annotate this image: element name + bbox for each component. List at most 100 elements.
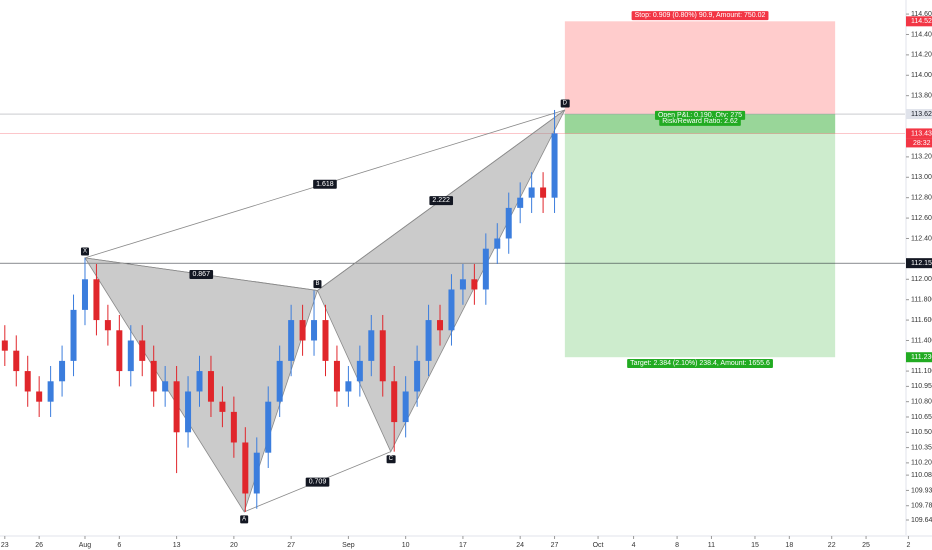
stop-label: Stop: 0.909 (0.80%) 90.9, Amount: 750.02 — [635, 12, 766, 19]
candle-body — [425, 320, 432, 361]
countdown-box — [906, 138, 932, 148]
label-box — [240, 515, 249, 524]
x-tick-label: 26 — [35, 542, 43, 549]
candle-body — [59, 360, 66, 382]
y-tick-label: 113.200 — [911, 154, 932, 161]
candle-body — [471, 279, 478, 290]
price-tag-label: 111.236 — [911, 354, 932, 361]
y-tick-label: 111.100 — [911, 368, 932, 375]
candle-body — [162, 381, 169, 392]
y-tick-label: 113.800 — [911, 93, 932, 100]
candle-body — [139, 340, 146, 361]
label-box — [80, 247, 89, 256]
candle-body — [230, 411, 237, 443]
candle-body — [70, 309, 77, 361]
target-label: Target: 2.384 (2.10%) 238.4, Amount: 165… — [630, 360, 770, 367]
x-tick-label: 23 — [1, 542, 9, 549]
candle-body — [356, 360, 363, 382]
label-box — [189, 270, 214, 280]
candle-body — [81, 279, 88, 310]
candle-body — [185, 391, 192, 433]
candle-body — [24, 371, 31, 392]
x-tick-label: 22 — [828, 542, 836, 549]
point-label: X — [83, 248, 87, 254]
point-label: D — [563, 101, 568, 107]
candle-body — [299, 320, 306, 341]
candle-body — [345, 381, 352, 392]
x-tick-label: 13 — [173, 542, 181, 549]
candle-body — [104, 320, 111, 331]
candle-body — [379, 330, 386, 382]
candle-body — [494, 238, 501, 249]
candle-body — [333, 360, 340, 392]
y-tick-label: 114.600 — [911, 11, 932, 18]
y-tick-label: 110.350 — [911, 444, 932, 451]
y-tick-label: 111.800 — [911, 297, 932, 304]
x-tick-label: Oct — [593, 542, 604, 549]
x-tick-label: 18 — [785, 542, 793, 549]
candle-body — [219, 401, 226, 412]
label-box — [313, 179, 337, 189]
x-tick-label: 4 — [632, 542, 636, 549]
y-tick-label: 112.000 — [911, 276, 932, 283]
point-label: C — [389, 456, 394, 462]
y-tick-label: 113.000 — [911, 174, 932, 181]
y-tick-label: 114.200 — [911, 52, 932, 59]
label-box — [631, 11, 769, 21]
y-tick-label: 112.600 — [911, 215, 932, 222]
x-tick-label: 27 — [551, 542, 559, 549]
candle-body — [196, 371, 203, 392]
candle-body — [276, 360, 283, 402]
price-tag — [906, 128, 932, 139]
candle-body — [505, 207, 512, 239]
candle-body — [253, 452, 260, 494]
candle-body — [517, 197, 524, 208]
candle-body — [13, 350, 20, 372]
candle-body — [448, 289, 455, 331]
candle-body — [1, 340, 8, 351]
x-tick-label: 8 — [675, 542, 679, 549]
y-tick-label: 112.800 — [911, 195, 932, 202]
y-tick-label: 109.780 — [911, 503, 932, 510]
x-tick-label: 20 — [230, 542, 238, 549]
y-tick-label: 112.400 — [911, 235, 932, 242]
ratio-label: 0.709 — [309, 479, 327, 486]
target-zone — [564, 114, 836, 358]
ratio-label: 1.618 — [316, 181, 334, 188]
y-tick-label: 110.080 — [911, 472, 932, 479]
x-tick-label: 25 — [862, 542, 870, 549]
stop-zone — [564, 21, 836, 115]
label-box — [659, 116, 741, 126]
candle-body — [368, 330, 375, 361]
candle-body — [173, 381, 180, 433]
label-box — [627, 359, 773, 369]
x-tick-label: 27 — [287, 542, 295, 549]
x-tick-label: 17 — [459, 542, 467, 549]
price-tag — [906, 109, 932, 120]
rr-label: Risk/Reward Ratio: 2.62 — [662, 118, 738, 125]
label-box — [313, 280, 322, 289]
candle-body — [437, 320, 444, 331]
x-tick-label: Sep — [342, 542, 355, 549]
x-tick-label: 15 — [751, 542, 759, 549]
candle-body — [47, 381, 54, 402]
candle-body — [127, 340, 134, 372]
y-tick-label: 110.800 — [911, 399, 932, 406]
price-tag-label: 113.620 — [911, 111, 932, 118]
y-tick-label: 110.650 — [911, 414, 932, 421]
y-tick-label: 110.500 — [911, 429, 932, 436]
price-tag — [906, 258, 932, 269]
x-tick-label: 11 — [708, 542, 715, 549]
x-tick-label: 6 — [117, 542, 121, 549]
candle-body — [116, 330, 123, 372]
candle-body — [150, 360, 157, 392]
y-tick-label: 110.950 — [911, 383, 932, 390]
candle-body — [242, 442, 249, 494]
label-box — [386, 455, 396, 464]
candle-body — [414, 360, 421, 392]
point-label: B — [315, 281, 319, 287]
y-tick-label: 111.400 — [911, 337, 932, 344]
candle-body — [207, 371, 214, 402]
candle-body — [528, 187, 535, 198]
